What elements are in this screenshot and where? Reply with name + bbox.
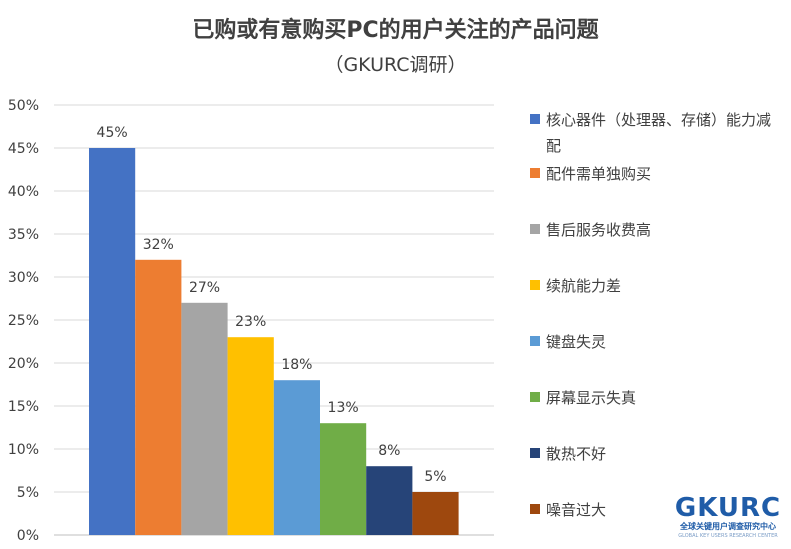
data-label: 18% [281, 357, 312, 373]
y-tick-label: 15% [8, 399, 39, 415]
legend-label: 售后服务收费高 [546, 221, 652, 239]
legend-label: 配件需单独购买 [546, 165, 652, 183]
legend-swatch [530, 280, 540, 290]
data-label: 5% [424, 469, 446, 485]
bar [320, 423, 367, 535]
legend-label: 散热不好 [546, 445, 607, 463]
logo-sub-text: 全球关键用户调查研究中心 [680, 522, 776, 531]
y-tick-label: 5% [17, 485, 39, 501]
y-tick-label: 50% [8, 98, 39, 114]
legend-swatch [530, 224, 540, 234]
legend-item: 键盘失灵 [530, 330, 780, 355]
y-tick-label: 30% [8, 270, 39, 286]
legend-swatch [530, 504, 540, 514]
data-label: 45% [97, 125, 128, 141]
legend-item: 配件需单独购买 [530, 162, 780, 187]
y-tick-label: 10% [8, 442, 39, 458]
legend-item: 核心器件（处理器、存储）能力减配 [530, 108, 780, 159]
legend-item: 噪音过大 [530, 498, 780, 523]
y-tick-label: 40% [8, 184, 39, 200]
data-label: 27% [189, 280, 220, 296]
y-tick-label: 0% [17, 528, 39, 544]
legend-swatch [530, 168, 540, 178]
bar [227, 337, 274, 535]
chart-title: 已购或有意购买PC的用户关注的产品问题 [192, 18, 599, 43]
legend-label: 键盘失灵 [546, 333, 607, 351]
legend-label: 续航能力差 [546, 277, 622, 295]
chart-subtitle: （GKURC调研） [324, 54, 467, 76]
data-label: 13% [328, 400, 359, 416]
legend-label: 核心器件（处理器、存储）能力减配 [546, 111, 772, 155]
legend-swatch [530, 336, 540, 346]
legend-item: 售后服务收费高 [530, 218, 780, 243]
legend-swatch [530, 392, 540, 402]
bar [366, 466, 413, 535]
y-tick-label: 20% [8, 356, 39, 372]
y-tick-label: 35% [8, 227, 39, 243]
legend-swatch [530, 114, 540, 124]
legend-item: 续航能力差 [530, 274, 780, 299]
logo-main-text: GKURC [674, 493, 782, 523]
bar [412, 492, 459, 535]
data-label: 32% [143, 237, 174, 253]
legend-label: 屏幕显示失真 [546, 389, 637, 407]
bar [273, 380, 320, 535]
legend-item: 屏幕显示失真 [530, 386, 780, 411]
gkurc-logo: GKURC 全球关键用户调查研究中心 GLOBAL KEY USERS RESE… [668, 495, 788, 540]
logo-en-text: GLOBAL KEY USERS RESEARCH CENTER [678, 533, 778, 539]
legend-item: 散热不好 [530, 442, 780, 467]
y-tick-label: 45% [8, 141, 39, 157]
y-tick-label: 25% [8, 313, 39, 329]
bar [89, 148, 136, 535]
data-label: 8% [378, 443, 400, 459]
bar [181, 302, 228, 535]
legend-label: 噪音过大 [546, 501, 607, 519]
data-label: 23% [235, 314, 266, 330]
legend-swatch [530, 448, 540, 458]
bar [135, 259, 182, 535]
